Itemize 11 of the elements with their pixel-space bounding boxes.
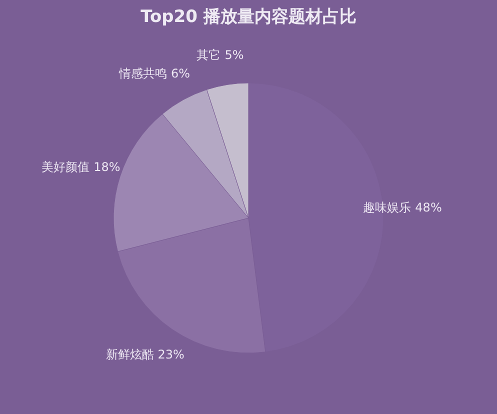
slice-label: 情感共鸣 <box>118 66 168 80</box>
data-label: 6% <box>171 66 190 80</box>
data-label: 48% <box>415 200 442 215</box>
data-label: 5% <box>224 48 244 62</box>
slice-label: 其它 <box>196 48 221 62</box>
data-label: 18% <box>94 160 120 174</box>
slice-label: 新鲜炫酷 <box>106 347 154 362</box>
chart-title: Top20 播放量内容题材占比 <box>140 7 356 27</box>
slice-label: 美好颜值 <box>42 160 90 174</box>
slice-label: 趣味娱乐 <box>363 200 412 215</box>
data-label: 23% <box>158 347 184 362</box>
